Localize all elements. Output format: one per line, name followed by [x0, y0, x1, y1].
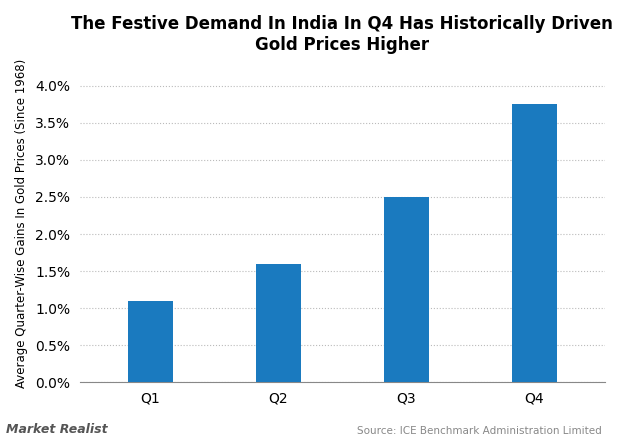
Text: Market Realist: Market Realist [6, 424, 108, 436]
Bar [256, 264, 301, 382]
Bar [384, 197, 429, 382]
Text: Source: ICE Benchmark Administration Limited: Source: ICE Benchmark Administration Lim… [356, 426, 601, 436]
Bar [512, 105, 557, 382]
Title: The Festive Demand In India In Q4 Has Historically Driven
Gold Prices Higher: The Festive Demand In India In Q4 Has Hi… [71, 15, 613, 54]
Y-axis label: Average Quarter-Wise Gains In Gold Prices (Since 1968): Average Quarter-Wise Gains In Gold Price… [15, 58, 28, 388]
Bar [128, 301, 172, 382]
